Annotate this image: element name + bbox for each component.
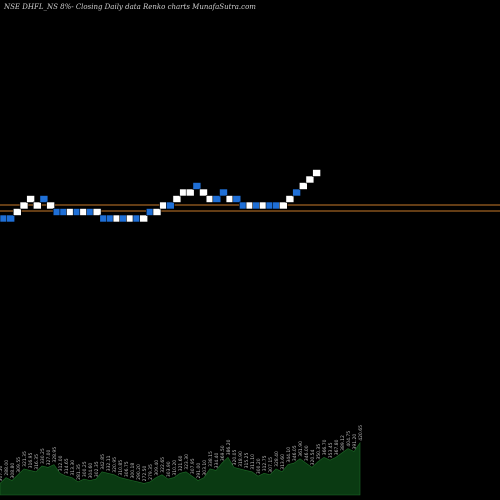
volume-label: 346.00 — [304, 445, 310, 461]
volume-label: 328.40 — [274, 451, 280, 467]
volume-label: 328.95 — [52, 447, 58, 463]
volume-label: 300.20 — [256, 458, 262, 474]
volume-label: 312.75 — [262, 455, 268, 471]
volume-label: 320.54 — [310, 450, 316, 466]
volume-label: 389.12 — [340, 435, 346, 451]
volume-label: 316.95 — [28, 453, 34, 469]
volume-labels: 307.50 288.00 308.80 309.55 321.35 316.95 316.… — [0, 425, 364, 481]
volume-label: 300.18 — [130, 463, 136, 479]
renko-brick-up — [285, 195, 295, 203]
volume-label: 353.45 — [328, 442, 334, 458]
volume-label: 307.50 — [0, 466, 4, 482]
volume-label: 367.80 — [334, 439, 340, 455]
renko-brick-up — [305, 175, 315, 184]
volume-label: 391.20 — [352, 434, 358, 450]
renko-brick-down — [166, 201, 175, 210]
volume-label: 346.05 — [292, 445, 298, 461]
volume-label: 303.10 — [202, 460, 208, 476]
volume-label: 303.90 — [166, 461, 172, 477]
volume-label: 318.90 — [238, 451, 244, 467]
renko-brick-up — [312, 169, 321, 177]
chart-title: NSE DHFL_NS 8%- Closing Daily data Renko… — [4, 3, 256, 11]
renko-brick-up — [26, 195, 35, 203]
renko-brick-up — [298, 182, 308, 190]
volume-label: 316.35 — [34, 454, 40, 470]
renko-brick-down — [232, 195, 242, 203]
volume-label: 327.00 — [46, 450, 52, 466]
volume-label: 386.20 — [226, 439, 232, 455]
renko-brick-up — [46, 201, 55, 210]
renko-brick-up — [139, 214, 148, 223]
volume-area — [0, 441, 361, 496]
volume-label: 323.30 — [184, 454, 190, 470]
renko-brick-up — [92, 208, 102, 216]
volume-label: 288.00 — [4, 460, 10, 476]
volume-label: 304.60 — [88, 463, 94, 479]
volume-label: 307.15 — [268, 457, 274, 473]
volume-label: 312.00 — [58, 455, 64, 471]
volume-label: 344.10 — [286, 447, 292, 463]
renko-brick-up — [172, 195, 182, 203]
volume-label: 330.25 — [40, 448, 46, 464]
volume-label: 369.50 — [220, 445, 226, 461]
renko-brick-up — [152, 208, 162, 216]
volume-label: 320.05 — [232, 450, 238, 466]
volume-label: 302.35 — [94, 461, 100, 477]
volume-label: 313.30 — [70, 460, 76, 476]
volume-label: 366.70 — [322, 439, 328, 455]
volume-label: 420.65 — [358, 425, 364, 441]
volume-label: 334.40 — [214, 453, 220, 469]
volume-label: 306.75 — [124, 461, 130, 477]
renko-brick-down — [6, 214, 15, 223]
renko-brick-up — [185, 188, 195, 197]
volume-label: 300.25 — [82, 461, 88, 477]
volume-label: 320.95 — [112, 457, 118, 473]
renko-brick-down — [219, 188, 228, 197]
volume-label: 332.11 — [106, 455, 112, 471]
volume-label: 309.40 — [154, 460, 160, 476]
renko-brick-up — [278, 201, 288, 210]
volume-label: 309.55 — [16, 457, 22, 473]
volume-label: 342.85 — [100, 454, 106, 470]
renko-brick-down — [292, 188, 301, 197]
volume-label: 321.35 — [22, 451, 28, 467]
volume-label: 404.75 — [346, 431, 352, 447]
volume-label: 361.90 — [298, 441, 304, 457]
volume-label: 291.00 — [196, 463, 202, 479]
volume-label: 313.60 — [280, 454, 286, 470]
volume-label: 308.80 — [10, 463, 16, 479]
volume-label: 307.95 — [190, 458, 196, 474]
volume-label: 322.65 — [160, 457, 166, 473]
volume-area-path — [0, 441, 361, 496]
volume-label: 272.50 — [142, 466, 148, 482]
renko-brick-up — [199, 188, 208, 197]
renko-brick-down — [39, 195, 49, 203]
volume-label: 321.60 — [178, 455, 184, 471]
volume-label: 281.35 — [76, 464, 82, 480]
volume-label: 310.85 — [118, 460, 124, 476]
volume-label: 314.65 — [64, 458, 70, 474]
volume-label: 350.35 — [316, 444, 322, 460]
volume-label: 315.25 — [244, 453, 250, 469]
volume-label: 310.20 — [172, 460, 178, 476]
volume-label: 290.20 — [136, 464, 142, 480]
renko-brick-up — [13, 208, 22, 216]
renko-brick-up — [19, 201, 29, 210]
renko-bricks — [0, 169, 321, 223]
volume-label: 311.10 — [250, 454, 256, 470]
volume-label: 338.15 — [208, 451, 214, 467]
renko-brick-down — [192, 182, 202, 190]
renko-brick-up — [32, 201, 42, 210]
renko-brick-down — [212, 195, 222, 203]
volume-label: 279.35 — [148, 464, 154, 480]
